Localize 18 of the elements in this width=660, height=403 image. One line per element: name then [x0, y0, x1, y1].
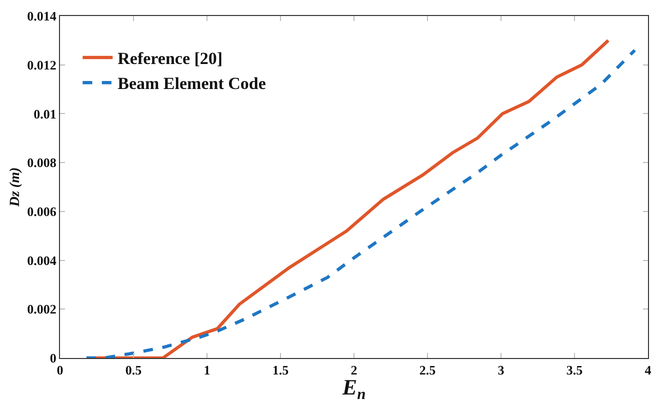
legend-label: Reference [20]: [118, 49, 223, 68]
x-tick-label: 3: [498, 362, 505, 378]
y-tick-label: 0.008: [27, 155, 57, 170]
y-tick-label: 0: [50, 350, 56, 366]
y-tick-label: 0.012: [27, 57, 56, 72]
y-tick-label: 0.006: [27, 204, 57, 219]
x-tick-label: 1.5: [272, 362, 290, 378]
y-tick-label: 0.002: [27, 302, 56, 317]
x-tick-label: 1: [204, 362, 210, 378]
y-tick-label: 0.01: [34, 106, 56, 122]
y-axis-title: Dz (m): [8, 167, 23, 208]
x-tick-label: 3.5: [566, 362, 584, 378]
x-tick-label: 2.5: [419, 362, 436, 378]
y-tick-label: 0.004: [27, 252, 57, 268]
x-tick-label: 0.5: [125, 362, 142, 378]
x-tick-label: 4: [644, 362, 652, 378]
y-tick-label: 0.014: [27, 8, 57, 24]
legend-label: Beam Element Code: [118, 74, 266, 94]
